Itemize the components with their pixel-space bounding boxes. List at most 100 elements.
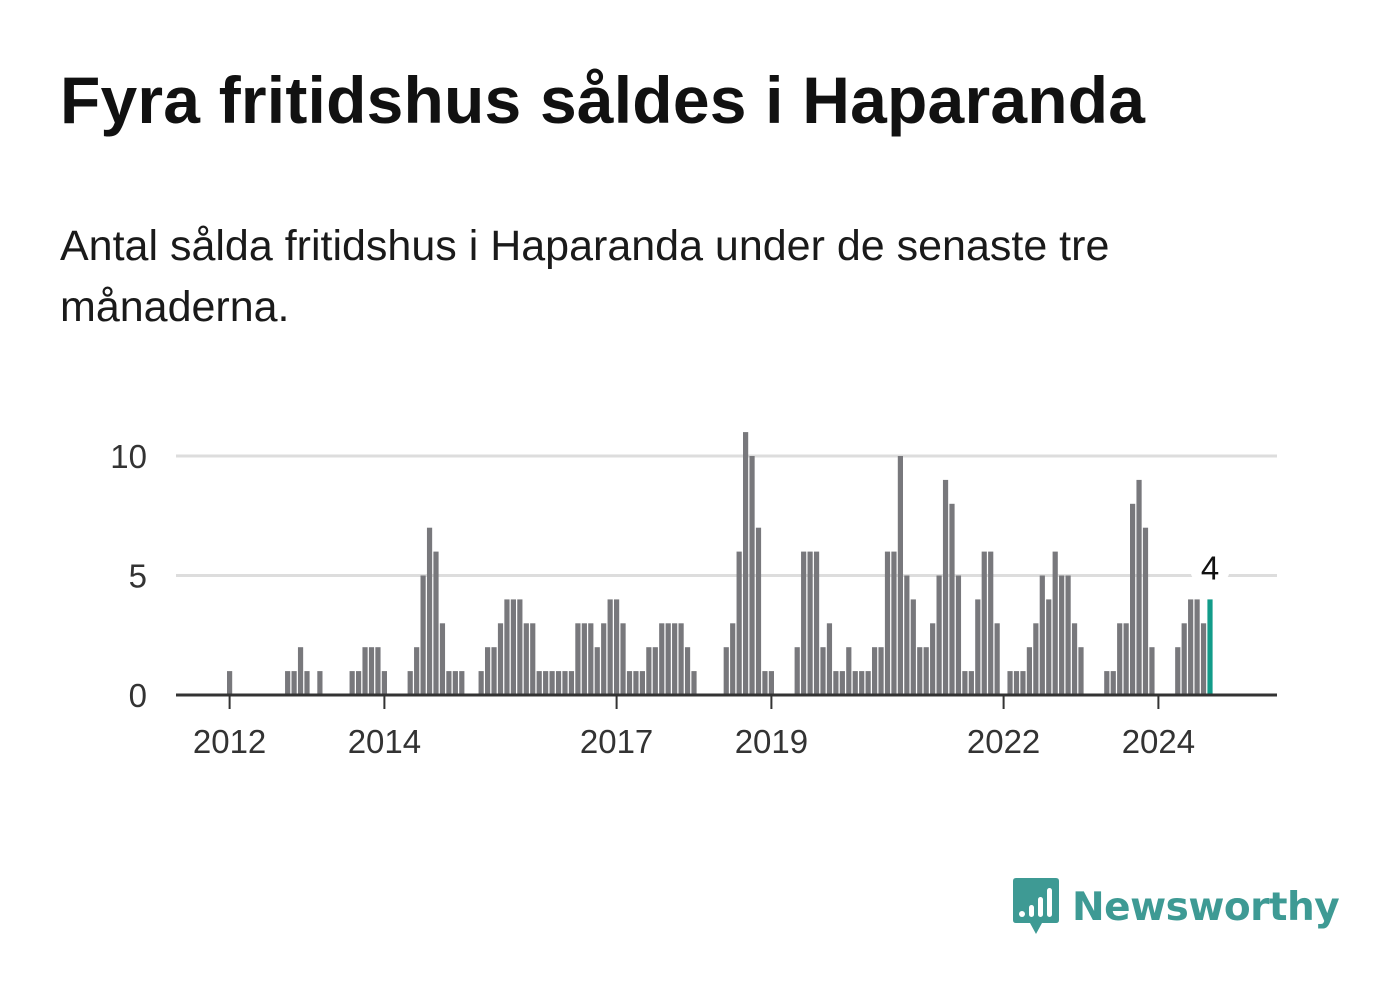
bar (826, 623, 833, 695)
bar (426, 527, 433, 695)
bar (523, 623, 529, 695)
page-subtitle: Antal sålda fritidshus i Haparanda under… (60, 222, 1110, 331)
bar (1188, 599, 1194, 695)
bar (659, 623, 665, 695)
bar (362, 647, 368, 695)
gridlines (176, 454, 1277, 577)
bar (368, 647, 375, 695)
bar (491, 647, 497, 695)
x-tick-label-2019: 2019 (735, 723, 808, 760)
bar (768, 671, 774, 695)
bar (1026, 647, 1032, 695)
bar (446, 671, 452, 695)
bar (478, 671, 484, 695)
bar (846, 647, 852, 695)
bar (285, 671, 291, 695)
bar (517, 599, 523, 695)
bar (614, 599, 620, 695)
bar (1007, 671, 1013, 695)
bar (891, 551, 897, 695)
bar (897, 456, 903, 695)
x-tick-label-2024: 2024 (1122, 723, 1195, 760)
bar (1104, 671, 1110, 695)
bar (1194, 599, 1200, 695)
bar (1142, 527, 1149, 695)
y-tick-label-5: 5 (129, 558, 147, 595)
bar (1071, 623, 1078, 695)
bar (652, 647, 658, 695)
bar (949, 503, 955, 695)
labels: 0 5 10 2012 2014 2017 2019 2022 2024 4 (110, 438, 1230, 760)
bar (1065, 575, 1071, 695)
bar (549, 671, 555, 695)
bar (942, 479, 949, 695)
bar (755, 527, 762, 695)
bar (381, 671, 387, 695)
bar (1013, 671, 1020, 695)
bar (568, 671, 575, 695)
bar (356, 671, 362, 695)
bar (852, 671, 858, 695)
bar (1123, 623, 1129, 695)
bar (736, 551, 742, 695)
bar (1175, 647, 1181, 695)
bar (672, 623, 678, 695)
bar (304, 671, 310, 695)
bar (884, 551, 891, 695)
bar (994, 623, 1000, 695)
bar-highlight (1207, 599, 1213, 695)
bar (1200, 623, 1207, 695)
bar (1136, 479, 1142, 695)
bar (1046, 599, 1052, 695)
bar (904, 575, 910, 695)
bar (665, 623, 671, 695)
bar (375, 647, 381, 695)
bar (594, 647, 600, 695)
bar-chart: 0 5 10 2012 2014 2017 2019 2022 2024 4 (110, 432, 1277, 760)
bar (988, 551, 994, 695)
bar (420, 575, 426, 695)
bar (414, 647, 420, 695)
bar (820, 647, 826, 695)
bar (227, 671, 233, 695)
bar (723, 647, 729, 695)
bar-chart-speech-bubble-icon (1013, 878, 1059, 934)
bar (646, 647, 652, 695)
axes (176, 693, 1277, 709)
bar (839, 671, 845, 695)
bar (762, 671, 768, 695)
bar (1078, 647, 1084, 695)
bar (497, 623, 504, 695)
x-tick-label-2022: 2022 (967, 723, 1040, 760)
bar (1052, 551, 1058, 695)
brand-logo: Newsworthy (1010, 876, 1340, 938)
bar (297, 647, 304, 695)
bar (749, 456, 755, 695)
bar (581, 623, 587, 695)
bar (981, 551, 987, 695)
bar (865, 671, 871, 695)
bar (878, 647, 884, 695)
bar (730, 623, 736, 695)
bar (510, 599, 516, 695)
bar (930, 623, 936, 695)
bar (439, 623, 446, 695)
bar (530, 623, 536, 695)
page-title: Fyra fritidshus såldes i Haparanda (60, 63, 1146, 137)
bar (1117, 623, 1123, 695)
bar (1110, 671, 1116, 695)
bar (923, 647, 929, 695)
bar (678, 623, 684, 695)
bar (955, 575, 962, 695)
bar (626, 671, 633, 695)
bar (859, 671, 865, 695)
bar (684, 647, 691, 695)
bar (801, 551, 807, 695)
bar (968, 671, 974, 695)
bar (607, 599, 613, 695)
bar (910, 599, 916, 695)
bar (1020, 671, 1026, 695)
bar (588, 623, 594, 695)
bar (543, 671, 549, 695)
x-tick-label-2014: 2014 (348, 723, 421, 760)
